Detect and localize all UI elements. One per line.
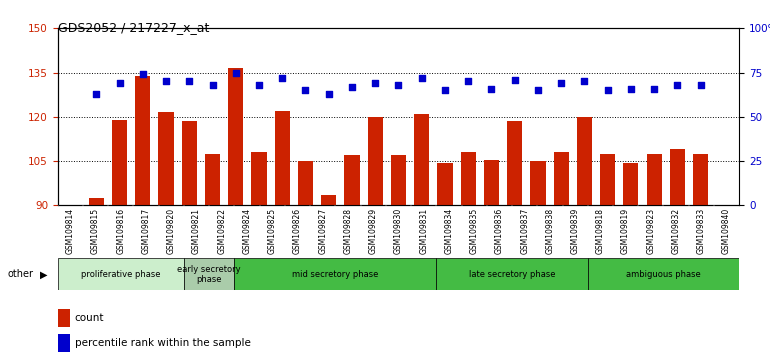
Bar (58, 258, 184, 290)
Bar (275, 111, 290, 205)
Bar (184, 258, 234, 290)
Text: GSM109824: GSM109824 (243, 208, 252, 254)
Bar (367, 117, 383, 205)
Point (113, 80, 126, 86)
Bar (344, 155, 360, 205)
Bar (234, 258, 437, 290)
Text: GSM109834: GSM109834 (444, 208, 454, 254)
Bar (414, 114, 430, 205)
Bar (507, 121, 522, 205)
Bar (112, 120, 127, 205)
Point (183, 79, 196, 84)
Text: mid secretory phase: mid secretory phase (292, 270, 379, 279)
Text: GSM109818: GSM109818 (596, 208, 605, 254)
Point (578, 79, 591, 84)
Point (90, 91, 102, 97)
Text: GSM109836: GSM109836 (495, 208, 504, 254)
Point (555, 80, 567, 86)
Bar (437, 162, 453, 205)
Point (393, 82, 405, 88)
Text: GSM109822: GSM109822 (217, 208, 226, 254)
Bar (460, 152, 476, 205)
Bar (205, 154, 220, 205)
Bar (252, 152, 266, 205)
Bar (577, 117, 592, 205)
Point (508, 77, 521, 82)
Text: GSM109828: GSM109828 (343, 208, 353, 254)
Text: late secretory phase: late secretory phase (469, 270, 555, 279)
Text: GSM109835: GSM109835 (470, 208, 479, 254)
Bar (437, 258, 588, 290)
Text: GSM109829: GSM109829 (369, 208, 378, 254)
Text: ambiguous phase: ambiguous phase (626, 270, 701, 279)
Point (253, 82, 265, 88)
Point (229, 70, 242, 75)
Text: GDS2052 / 217227_x_at: GDS2052 / 217227_x_at (58, 21, 209, 34)
Bar (58, 309, 70, 327)
Point (624, 86, 637, 91)
Point (369, 80, 381, 86)
Text: GSM109815: GSM109815 (91, 208, 100, 254)
Text: early secretory
phase: early secretory phase (177, 265, 241, 284)
Bar (58, 334, 70, 352)
Point (136, 72, 149, 77)
Text: other: other (8, 269, 34, 279)
Point (276, 75, 289, 81)
Bar (554, 152, 569, 205)
Bar (228, 68, 243, 205)
Point (648, 86, 661, 91)
Text: count: count (75, 313, 104, 323)
Point (695, 82, 707, 88)
Bar (159, 113, 173, 205)
Text: GSM109832: GSM109832 (671, 208, 681, 254)
Text: GSM109827: GSM109827 (318, 208, 327, 254)
Text: GSM109816: GSM109816 (116, 208, 126, 254)
Text: GSM109825: GSM109825 (268, 208, 276, 254)
Text: GSM109838: GSM109838 (545, 208, 554, 254)
Point (671, 82, 684, 88)
Bar (182, 121, 197, 205)
Bar (531, 161, 545, 205)
Text: GSM109823: GSM109823 (646, 208, 655, 254)
Text: GSM109837: GSM109837 (521, 208, 529, 254)
Bar (647, 154, 661, 205)
Bar (693, 154, 708, 205)
Point (323, 91, 335, 97)
Point (439, 87, 451, 93)
Text: GSM109826: GSM109826 (293, 208, 302, 254)
Text: GSM109817: GSM109817 (142, 208, 151, 254)
Text: GSM109840: GSM109840 (722, 208, 731, 254)
Text: GSM109831: GSM109831 (419, 208, 428, 254)
Bar (89, 198, 104, 205)
Bar (670, 149, 685, 205)
Text: GSM109839: GSM109839 (571, 208, 580, 254)
Text: ▶: ▶ (40, 269, 48, 279)
Bar (321, 195, 336, 205)
Bar (600, 154, 615, 205)
Bar (391, 155, 406, 205)
Text: GSM109819: GSM109819 (621, 208, 630, 254)
Point (416, 75, 428, 81)
Point (485, 86, 497, 91)
Text: GSM109820: GSM109820 (167, 208, 176, 254)
Text: GSM109821: GSM109821 (192, 208, 201, 254)
Bar (136, 75, 150, 205)
Point (601, 87, 614, 93)
Bar (624, 162, 638, 205)
Text: GSM109814: GSM109814 (66, 208, 75, 254)
Point (532, 87, 544, 93)
Text: percentile rank within the sample: percentile rank within the sample (75, 338, 251, 348)
Text: proliferative phase: proliferative phase (81, 270, 161, 279)
Point (206, 82, 219, 88)
Bar (588, 258, 739, 290)
Point (160, 79, 172, 84)
Point (462, 79, 474, 84)
Text: GSM109830: GSM109830 (394, 208, 403, 254)
Bar (484, 160, 499, 205)
Point (300, 87, 312, 93)
Text: GSM109833: GSM109833 (697, 208, 706, 254)
Bar (298, 161, 313, 205)
Point (346, 84, 358, 90)
